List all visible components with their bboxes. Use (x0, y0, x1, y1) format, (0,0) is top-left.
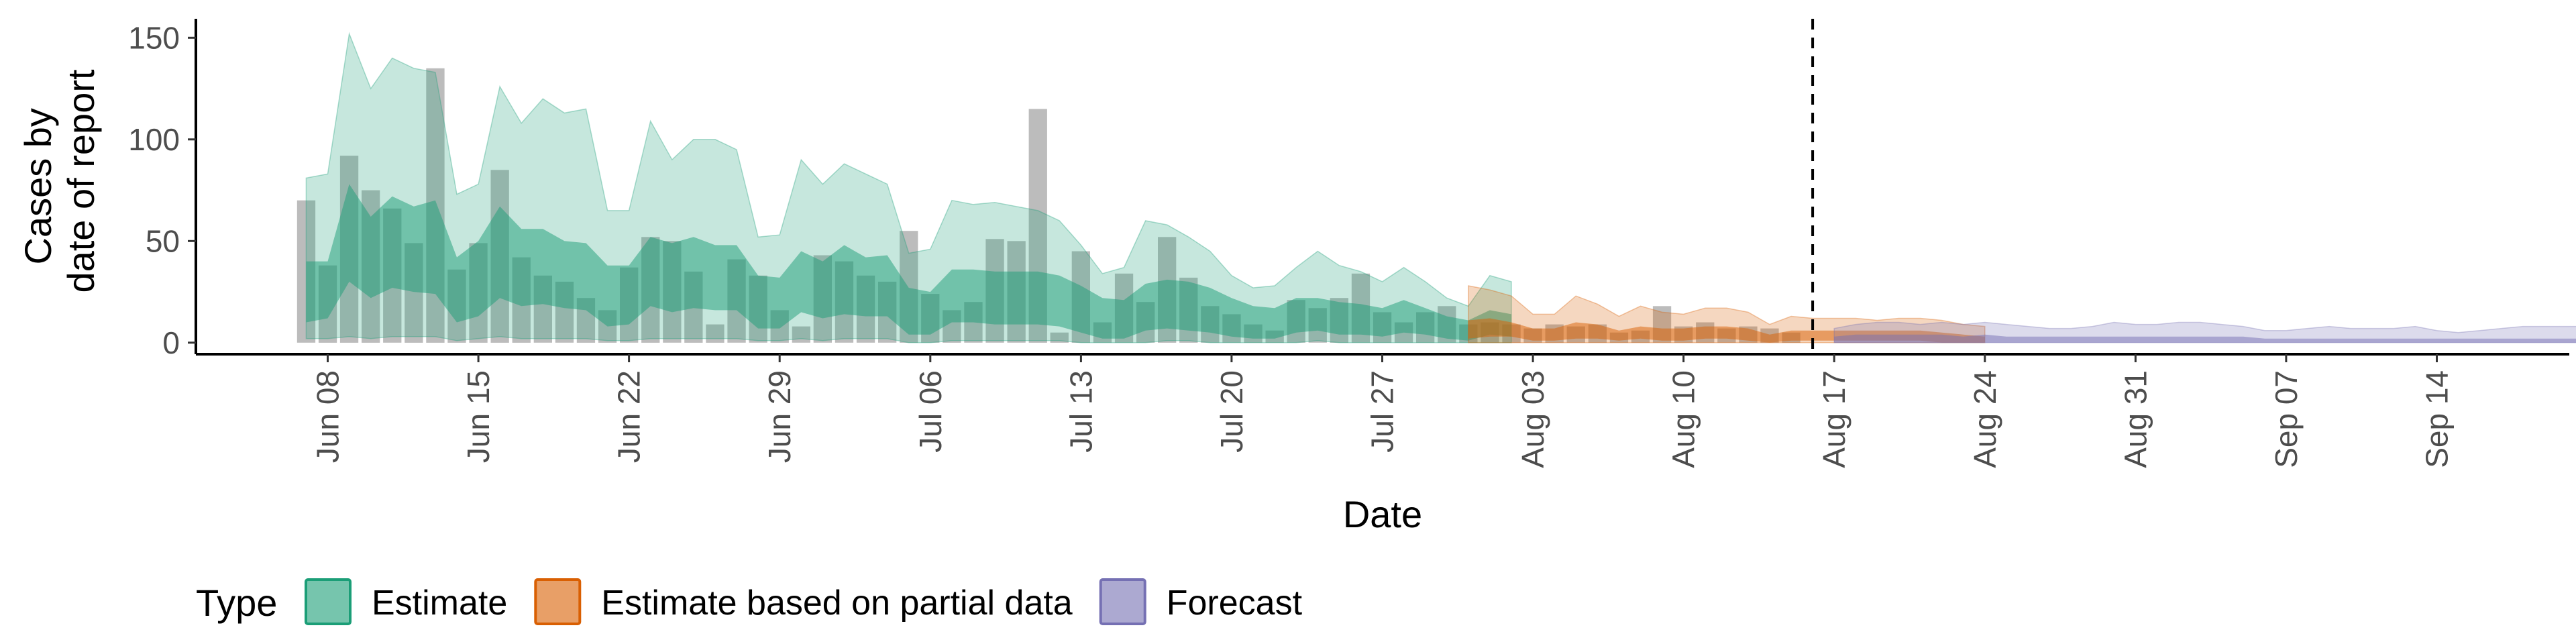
estimate-inner-ribbon (306, 184, 1511, 341)
y-axis-title-line-2: date of report (60, 69, 102, 293)
forecast-inner-ribbon (1834, 334, 2576, 343)
x-tick-label: Sep 07 (2269, 370, 2304, 468)
x-tick-label: Aug 03 (1515, 370, 1550, 468)
x-tick-label: Jul 27 (1365, 370, 1400, 453)
y-tick-label: 100 (128, 122, 180, 157)
y-tick-label: 0 (162, 325, 180, 360)
x-tick-label: Jul 20 (1214, 370, 1249, 453)
x-tick-label: Jul 06 (913, 370, 948, 453)
plot-area (297, 19, 2576, 354)
x-tick-label: Jul 13 (1063, 370, 1098, 453)
y-axis-title-line-1: Cases by (17, 108, 59, 264)
y-axis-title: Cases by date of report (17, 69, 102, 293)
legend-label-estimate-based-on-partial-data: Estimate based on partial data (601, 584, 1073, 623)
legend-title: Type (196, 582, 277, 624)
x-axis-title: Date (1343, 493, 1422, 535)
x-tick-label: Jun 22 (612, 370, 647, 463)
x-tick-label: Aug 10 (1666, 370, 1701, 468)
x-tick-label: Aug 24 (1968, 370, 2002, 468)
x-tick-label: Jun 15 (461, 370, 496, 463)
x-tick-label: Sep 14 (2420, 370, 2455, 468)
legend-swatch-estimate-based-on-partial-data (534, 578, 582, 625)
x-tick-label: Aug 31 (2118, 370, 2153, 468)
legend-label-estimate: Estimate (372, 584, 507, 623)
legend-swatch-forecast (1099, 578, 1146, 625)
reported-cases-bar (1050, 332, 1069, 343)
y-tick-label: 150 (128, 20, 180, 55)
legend-swatch-estimate (305, 578, 352, 625)
y-ticks: 0 50 100 150 (128, 20, 196, 360)
x-tick-label: Jun 29 (762, 370, 797, 463)
legend: Type Estimate Estimate based on partial d… (196, 578, 1303, 625)
x-tick-label: Aug 17 (1817, 370, 1851, 468)
x-tick-label: Jun 08 (311, 370, 345, 463)
x-ticks: Jun 08 Jun 15 Jun 22 Jun 29 Jul 06 Jul 13 Jul … (311, 354, 2455, 468)
y-tick-label: 50 (146, 223, 180, 258)
reported-cases-bar (706, 324, 724, 343)
legend-label-forecast: Forecast (1167, 584, 1303, 623)
reported-cases-bar (792, 326, 810, 343)
